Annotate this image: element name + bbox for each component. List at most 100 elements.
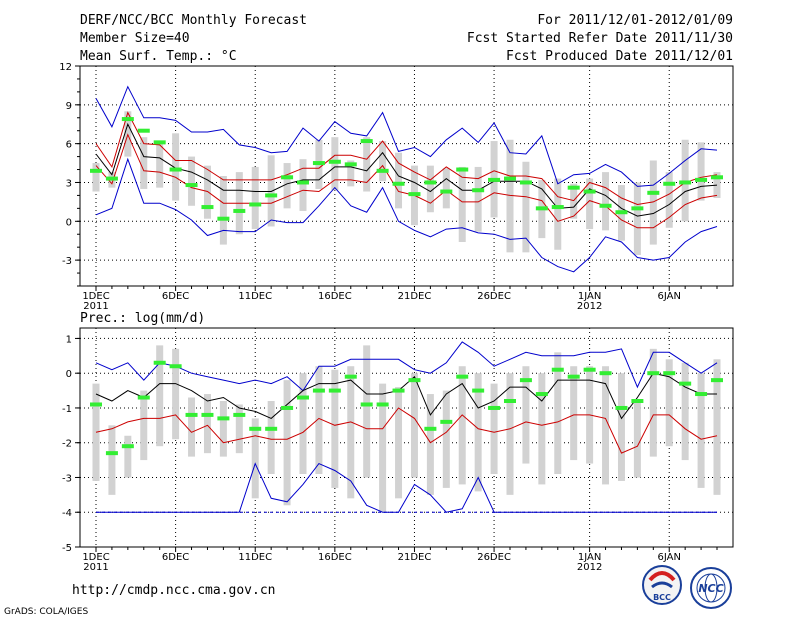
temp-x-tick-year: 2012 [577,301,602,312]
temp-ensemble-box [283,163,291,209]
precip-x-tick-label: 26DEC [477,552,511,563]
precip-x-tick-label: 1DEC [82,552,109,563]
temp-observed-marker [472,188,485,193]
precip-ensemble-box [235,404,243,454]
temp-ensemble-box [299,159,307,211]
precip-ensemble-box [554,352,562,474]
precip-observed-marker [583,367,596,372]
temp-observed-marker [567,185,580,190]
temp-y-tick-label: 3 [66,178,72,189]
precip-y-tick-label: -5 [62,543,72,554]
temp-observed-marker [201,205,214,210]
precip-observed-marker [233,412,246,417]
source-url[interactable]: http://cmdp.ncc.cma.gov.cn [72,583,276,598]
precip-x-tick-label: 6DEC [162,552,189,563]
precip-observed-marker [328,388,341,393]
precip-observed-marker [185,412,198,417]
precip-ensemble-box [347,366,355,499]
temp-observed-marker [360,139,373,144]
precip-ensemble-box [188,397,196,457]
ncc-logo-meridian [704,573,718,603]
precip-observed-marker [360,402,373,407]
precip-ensemble-box [363,345,371,478]
bcc-logo-swirl-red [648,571,676,582]
precip-observed-marker [312,388,325,393]
temp-spread-lower-line [95,133,718,229]
precip-observed-marker [265,426,278,431]
precip-ensemble-box [681,362,689,461]
temp-observed-marker [137,128,150,133]
temp-ensemble-box [203,165,211,219]
temp-observed-marker [249,202,262,207]
precip-x-tick-label: 1JAN [578,552,601,563]
precip-ensemble-box [219,401,227,457]
precip-observed-marker [504,399,516,403]
precip-observed-marker [551,367,564,372]
temp-ensemble-box [602,172,610,231]
temp-observed-marker [328,159,341,164]
temp-y-tick-label: 0 [66,217,72,228]
bcc-logo: BCC [642,565,682,605]
bcc-logo-text: BCC [653,593,671,602]
temp-ensemble-box [586,178,594,230]
temp-observed-marker [281,175,294,180]
temp-observed-marker [519,180,532,185]
precip-ensemble-box [602,366,610,485]
temp-observed-marker [488,177,501,182]
temp-ensemble-box [633,182,641,255]
precip-ensemble-box [570,366,578,461]
precip-ensemble-box [665,359,673,447]
temp-y-tick-label: 6 [66,140,72,151]
temp-observed-marker [711,175,723,180]
temp-ensemble-box [474,166,482,232]
precip-observed-marker [488,405,501,410]
temp-ensemble-box [251,166,259,230]
precip-y-tick-label: -2 [62,439,72,450]
precip-ensemble-box [379,383,387,513]
precip-ensemble-box [331,369,339,488]
temp-observed-marker [647,190,660,195]
temp-ensemble-box [379,141,387,182]
temp-ensemble-box [347,160,355,187]
precip-ensemble-box [697,373,705,488]
grads-credit: GrADS: COLA/IGES [4,607,88,617]
temp-observed-marker [615,210,628,215]
temp-observed-marker [695,177,708,182]
temp-observed-marker [456,167,469,172]
temp-y-tick-label: 9 [66,101,72,112]
temp-observed-marker [312,161,325,166]
precip-observed-marker [519,378,532,383]
precip-observed-marker [153,360,166,365]
precip-ensemble-box [713,359,721,495]
precip-observed-marker [695,392,708,397]
temp-observed-marker [583,189,596,194]
forecast-start-date-label: Fcst Started Refer Date 2011/11/30 [467,31,733,46]
temp-observed-marker [105,176,118,181]
temp-ensemble-box [554,178,562,250]
precip-ensemble-box [203,394,211,454]
temp-max-line [95,85,718,187]
precip-observed-marker [281,405,294,410]
temp-ensemble-box [426,165,434,213]
precip-ensemble-box [649,348,657,457]
temp-ensemble-box [697,142,705,201]
temp-mean-line [95,122,718,217]
precip-observed-marker [344,374,357,379]
precip-y-tick-label: -1 [62,404,72,415]
precip-observed-marker [201,412,214,417]
temp-observed-marker [551,205,564,210]
temp-x-tick-label: 26DEC [477,291,511,302]
precip-plot-frame [79,327,734,548]
precip-observed-marker [472,388,485,393]
ncc-logo: NCC [690,567,732,609]
precip-ensemble-box [108,425,116,495]
temp-observed-marker [233,208,246,213]
precip-observed-marker [535,392,548,397]
bcc-logo-swirl-blue [651,581,673,589]
temp-ensemble-box [363,137,371,192]
precip-observed-marker [137,395,150,400]
precip-ensemble-box [156,345,164,447]
precip-ensemble-box [506,373,514,495]
